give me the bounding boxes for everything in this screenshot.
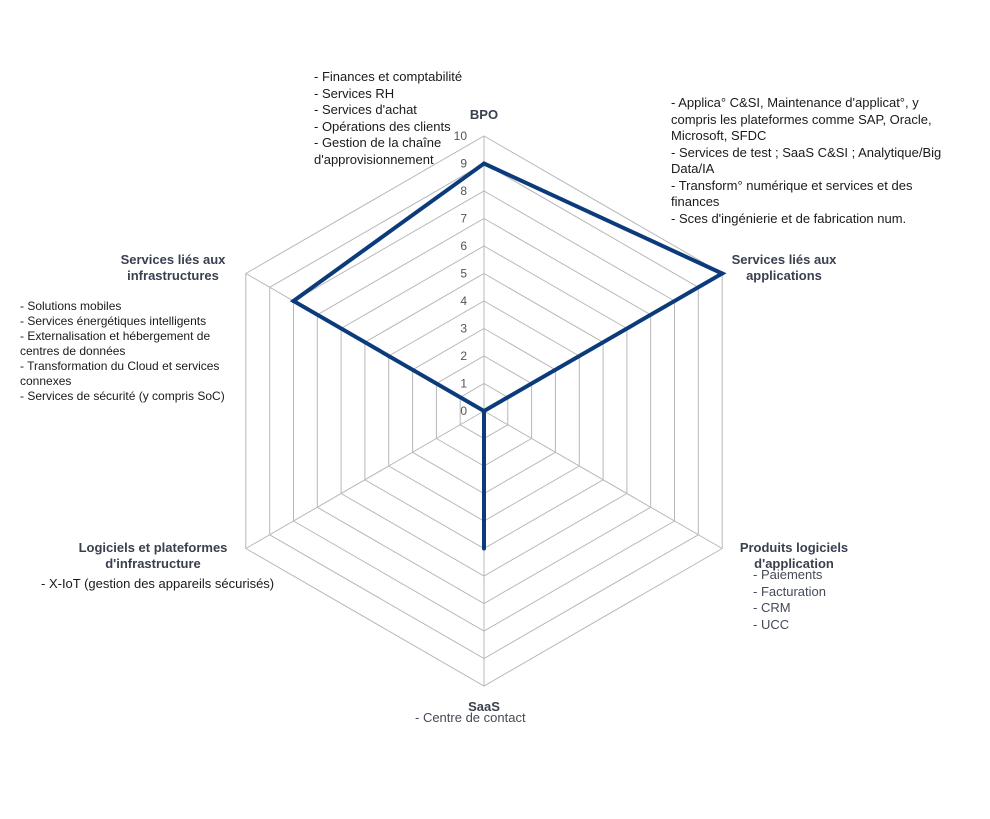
- data-point-3: [482, 546, 486, 551]
- series-line-0: [289, 161, 727, 549]
- annotation-produits-line: - Facturation: [753, 583, 826, 599]
- axis-labels: BPO Services liés aux applications Produits…: [79, 107, 849, 714]
- annotation-produits-line: - CRM: [753, 600, 791, 615]
- annotation-applications-line: - Transform° numérique et services et de…: [671, 177, 913, 193]
- spoke-4: [245, 410, 485, 549]
- annotation-infrastructures-line: - Externalisation et hébergement de: [20, 329, 211, 343]
- axis-label-1: Services liés aux applications: [732, 252, 838, 283]
- radial-tick-labels: 0 1 2 3 4 5 6 7 8 9 10: [454, 129, 468, 418]
- annotation-produits: - Paiements - Facturation - CRM - UCC: [753, 567, 826, 633]
- annotation-bpo-line: d'approvisionnement: [314, 151, 434, 167]
- annotation-bpo-line: - Finances et comptabilité: [314, 69, 463, 84]
- tick-label-7: 7: [460, 212, 467, 226]
- annotation-saas: - Centre de contact: [415, 710, 526, 727]
- axis-label-4: Logiciels et plateformes d'infrastructure: [79, 540, 228, 571]
- data-point-0: [482, 161, 486, 166]
- axis-label-2: Produits logiciels d'application: [740, 540, 848, 571]
- axis-label-5: Services liés aux infrastructures: [121, 252, 227, 283]
- annotation-infrastructures-line: - Solutions mobiles: [20, 299, 122, 313]
- annotation-applications-line: - Services de test ; SaaS C&SI ; Analyti…: [671, 144, 942, 160]
- spoke-2: [483, 410, 723, 549]
- annotation-bpo-line: - Gestion de la chaîne: [314, 135, 442, 150]
- annotation-applications-line: compris les plateformes comme SAP, Oracl…: [671, 111, 932, 127]
- annotation-bpo: - Finances et comptabilité - Services RH -…: [314, 69, 462, 168]
- annotation-logiciels-line: - X-IoT (gestion des appareils sécurisés…: [41, 576, 275, 591]
- annotation-infrastructures-line: - Transformation du Cloud et services: [20, 359, 220, 373]
- tick-label-0: 0: [460, 404, 467, 418]
- axis-label-3: SaaS: [468, 699, 500, 714]
- annotation-bpo-line: - Services RH: [314, 85, 395, 101]
- tick-label-1: 1: [460, 377, 467, 391]
- tick-label-2: 2: [460, 349, 467, 363]
- radar-series: [289, 161, 727, 551]
- annotation-saas-line: - Centre de contact: [415, 710, 526, 725]
- annotation-produits-line: - Paiements: [753, 567, 823, 582]
- annotation-infrastructures-line: connexes: [20, 374, 72, 388]
- tick-label-3: 3: [460, 322, 467, 336]
- tick-label-5: 5: [460, 267, 467, 281]
- annotation-infrastructures-line: centres de données: [20, 344, 126, 358]
- annotation-produits-line: - UCC: [753, 616, 790, 632]
- annotation-logiciels: - X-IoT (gestion des appareils sécurisés…: [41, 576, 274, 593]
- annotation-applications: - Applica° C&SI, Maintenance d'applicat°…: [671, 95, 941, 227]
- axis-label-0: BPO: [470, 107, 498, 122]
- annotation-infrastructures-line: - Services énergétiques intelligents: [20, 314, 207, 328]
- annotation-applications-line: - Applica° C&SI, Maintenance d'applicat°…: [671, 95, 919, 110]
- annotation-applications-line: Microsoft, SFDC: [671, 128, 767, 143]
- annotation-applications-line: - Sces d'ingénierie et de fabrication nu…: [671, 210, 907, 226]
- annotation-bpo-line: - Services d'achat: [314, 102, 417, 117]
- tick-label-9: 9: [460, 157, 467, 171]
- tick-label-8: 8: [460, 184, 467, 198]
- tick-label-4: 4: [460, 294, 467, 308]
- annotation-infrastructures: - Solutions mobiles - Services énergétiqu…: [20, 299, 225, 404]
- annotation-applications-line: Data/IA: [671, 161, 715, 176]
- data-point-4: [482, 409, 486, 413]
- tick-label-10: 10: [454, 129, 468, 143]
- annotation-applications-line: finances: [671, 194, 720, 209]
- annotation-infrastructures-line: - Services de sécurité (y compris SoC): [20, 389, 225, 403]
- data-point-1: [720, 271, 725, 276]
- annotation-bpo-line: - Opérations des clients: [314, 118, 451, 134]
- tick-label-6: 6: [460, 239, 467, 253]
- data-point-5: [291, 299, 296, 303]
